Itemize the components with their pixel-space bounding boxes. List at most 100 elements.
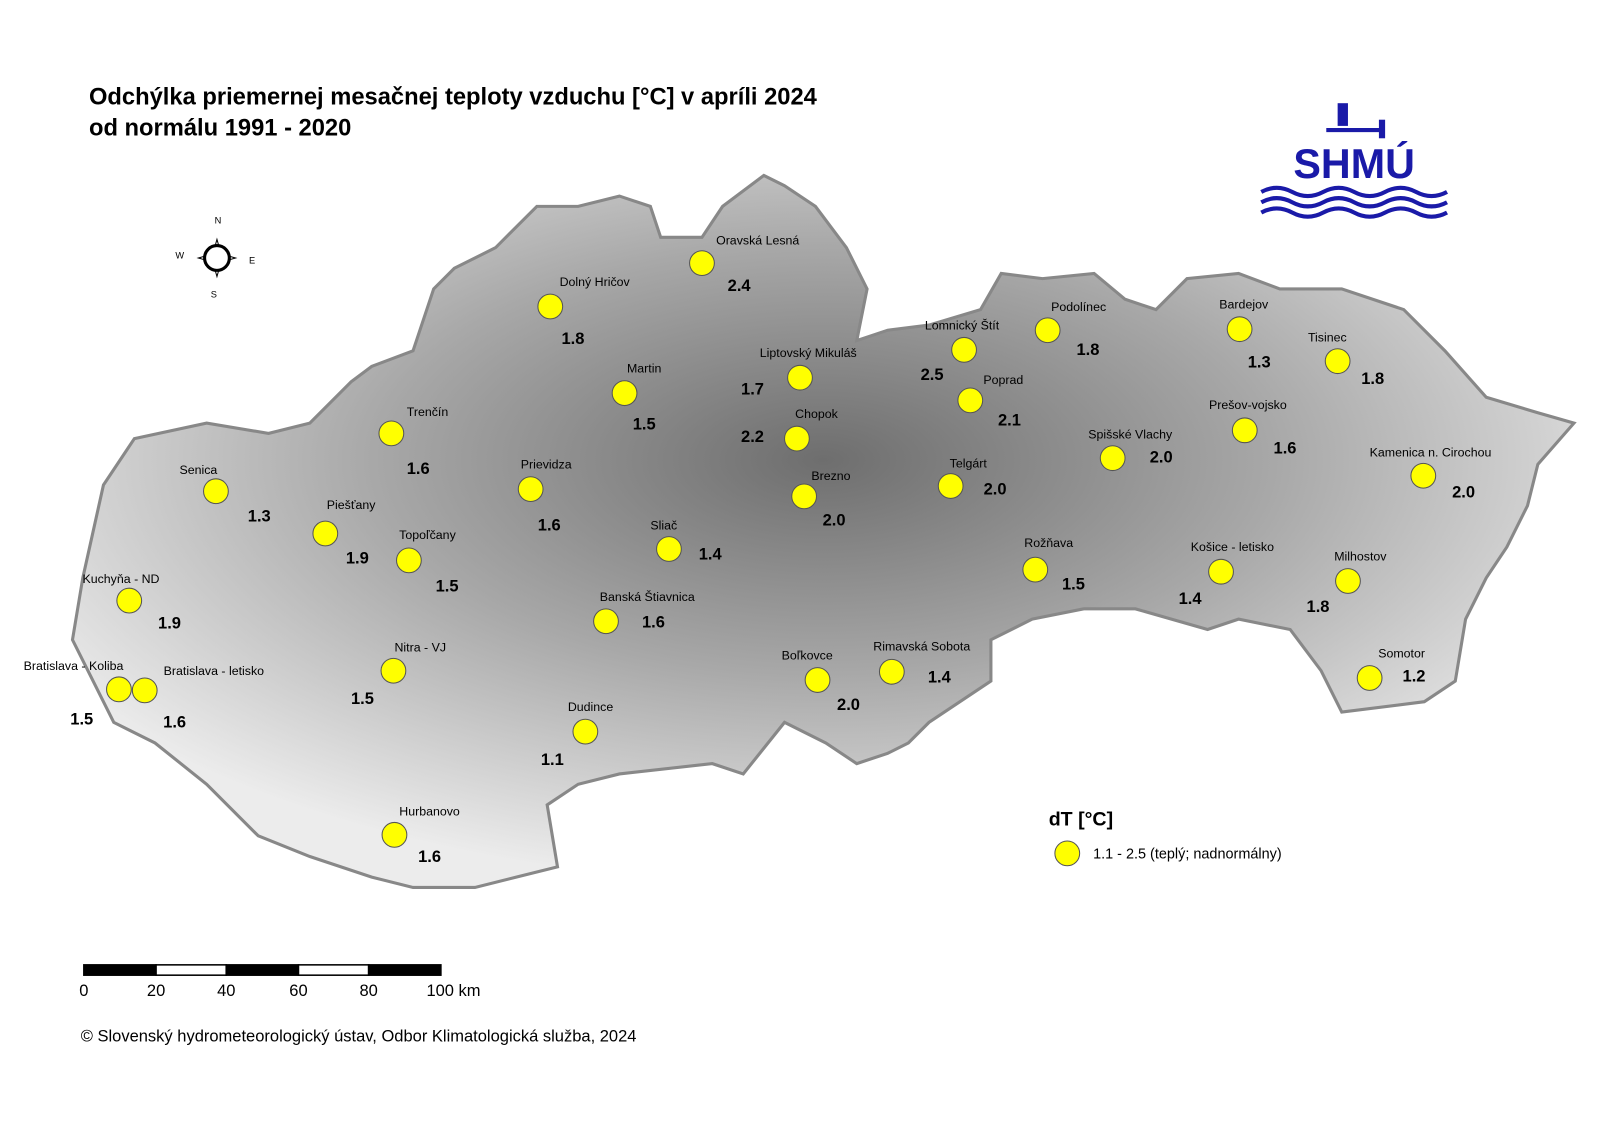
legend-symbol [1054, 840, 1081, 867]
logo-text: SHMÚ [1293, 141, 1415, 187]
compass-s: S [211, 290, 217, 300]
station-marker [1410, 462, 1437, 489]
station-value: 1.4 [1179, 590, 1203, 608]
station-value: 1.5 [436, 578, 459, 596]
station-name: Rimavská Sobota [873, 639, 970, 653]
station-name: Tisinec [1308, 331, 1347, 345]
station-marker [689, 250, 715, 277]
scale-label: 100 km [426, 982, 480, 1000]
station-name: Hurbanovo [399, 804, 460, 818]
scale-segment [367, 964, 442, 976]
station-name: Senica [179, 463, 217, 477]
station-name: Rožňava [1024, 536, 1073, 550]
station-name: Topoľčany [399, 528, 456, 542]
station-value: 1.5 [633, 416, 656, 434]
station-name: Lomnický Štít [925, 317, 1000, 332]
legend-title: dT [°C] [1049, 809, 1113, 831]
station-marker [951, 336, 977, 363]
station-name: Milhostov [1334, 550, 1387, 564]
station-marker [1022, 556, 1049, 583]
station-marker [131, 677, 158, 704]
station-name: Martin [627, 362, 661, 376]
station-value: 1.6 [418, 848, 441, 866]
station-name: Banská Štiavnica [600, 589, 695, 604]
station-name: Brezno [811, 469, 850, 483]
station-value: 1.7 [741, 380, 764, 398]
station-name: Prešov-vojsko [1209, 398, 1287, 412]
station-value: 2.0 [823, 511, 846, 529]
station-name: Poprad [983, 373, 1023, 387]
compass: N S E W [175, 215, 255, 299]
station-name: Kuchyňa - ND [82, 572, 159, 586]
station-marker [395, 547, 422, 574]
station-value: 1.6 [538, 517, 561, 535]
scale-segment [297, 964, 370, 976]
station-value: 2.4 [728, 277, 752, 295]
station-name: Prievidza [521, 458, 572, 472]
station-marker [787, 364, 813, 391]
station-name: Košice - letisko [1191, 540, 1274, 554]
station-name: Oravská Lesná [716, 234, 799, 248]
station-marker [106, 676, 132, 703]
station-marker [1208, 558, 1234, 585]
station-name: Spišské Vlachy [1088, 428, 1173, 442]
scale-segment [83, 964, 157, 976]
station-marker [937, 473, 964, 499]
compass-n: N [215, 215, 222, 225]
station-value: 1.2 [1403, 667, 1426, 685]
logo: SHMÚ [1260, 103, 1448, 219]
country-outline [70, 173, 1577, 890]
compass-w: W [175, 250, 184, 260]
scale-label: 0 [79, 982, 88, 1000]
station-marker [572, 718, 599, 745]
scale-label: 60 [289, 982, 307, 1000]
station-marker [1324, 348, 1351, 375]
station-name: Bratislava - letisko [164, 664, 265, 678]
station-value: 1.6 [163, 714, 186, 732]
station-value: 2.2 [741, 428, 764, 446]
station-marker [656, 536, 682, 562]
station-value: 1.8 [1361, 370, 1384, 388]
station-value: 2.1 [998, 411, 1021, 429]
station-name: Bardejov [1219, 298, 1269, 312]
station-name: Telgárt [950, 457, 988, 471]
station-name: Chopok [795, 407, 838, 421]
station-value: 2.0 [1452, 484, 1475, 502]
station-marker [517, 476, 544, 503]
station-marker [203, 478, 229, 505]
station-value: 1.5 [351, 690, 374, 708]
station-value: 2.5 [921, 366, 944, 384]
station-name: Liptovský Mikuláš [760, 346, 857, 360]
station-value: 1.9 [158, 615, 181, 633]
station-value: 2.0 [1150, 449, 1173, 467]
station-name: Nitra - VJ [394, 640, 446, 654]
station-marker [784, 425, 810, 452]
station-name: Podolínec [1051, 300, 1106, 314]
station-value: 2.0 [984, 481, 1007, 499]
station-marker [593, 608, 619, 635]
station-name: Boľkovce [782, 649, 833, 663]
station-marker [804, 667, 831, 693]
scale-bar: 0 20 40 60 80 100 km [79, 964, 481, 1000]
station-name: Bratislava - Koliba [24, 659, 124, 673]
station-marker [957, 387, 984, 414]
scale-label: 20 [147, 982, 165, 1000]
station-value: 1.5 [1062, 575, 1085, 593]
station-marker [1231, 417, 1258, 444]
scale-label: 80 [359, 982, 377, 1000]
station-marker [1226, 316, 1253, 343]
station-name: Piešťany [327, 498, 376, 512]
scale-segment [155, 964, 228, 976]
station-value: 1.8 [1307, 598, 1330, 616]
station-value: 2.0 [837, 696, 860, 714]
station-value: 1.1 [541, 751, 564, 769]
station-marker [116, 587, 143, 614]
stations: Oravská Lesná 2.4 Dolný Hričov 1.8 Martin 1.5… [24, 234, 1492, 866]
station-marker [312, 520, 339, 547]
station-marker [611, 380, 638, 407]
station-marker [1335, 568, 1361, 594]
station-name: Dudince [568, 700, 614, 714]
station-name: Sliač [650, 519, 677, 533]
station-marker [1356, 665, 1383, 691]
